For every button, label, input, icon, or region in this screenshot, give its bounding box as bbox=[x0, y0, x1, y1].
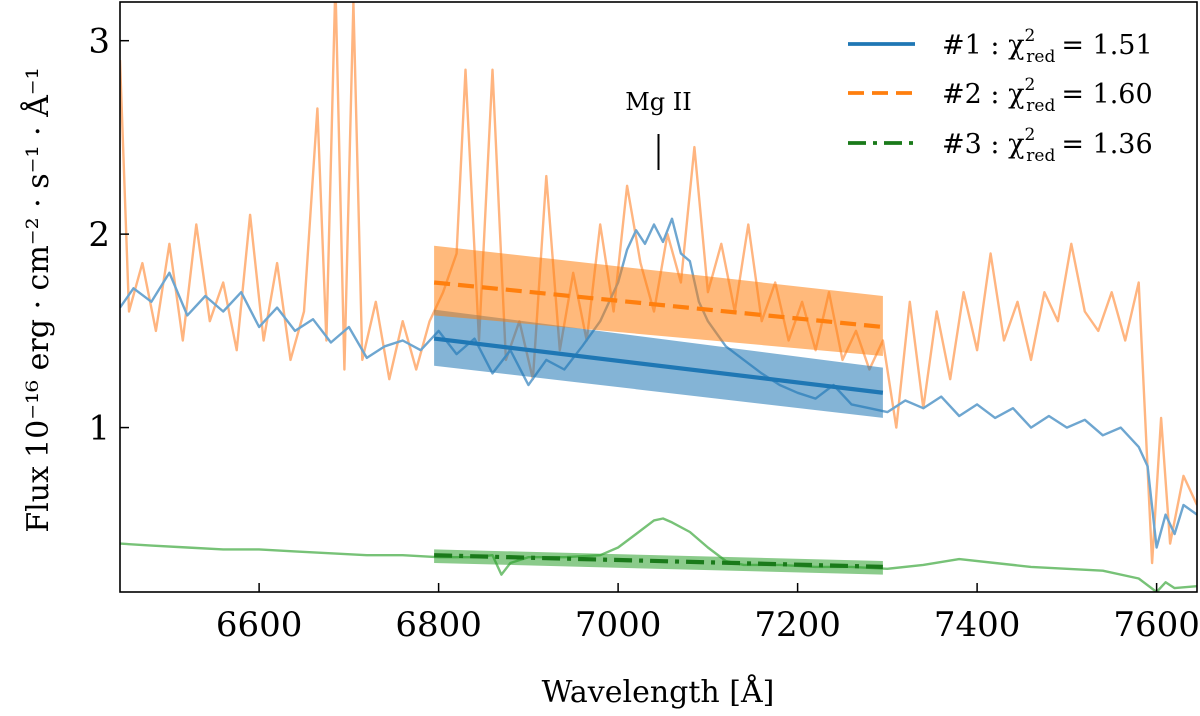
fit-line-3 bbox=[434, 553, 883, 569]
legend: #1 : χ2 red = 1.51 #2 : χ2 red = 1.60 #3 : χ2 r… bbox=[848, 26, 1153, 166]
bands-layer bbox=[434, 245, 883, 575]
y-axis-label-prefix: Flux bbox=[21, 466, 56, 533]
fits-layer bbox=[433, 280, 884, 569]
ticks-layer: 6600 6800 7000 7200 7400 7600 1 2 3 bbox=[88, 22, 1200, 645]
fit-line-1 bbox=[433, 336, 884, 395]
x-axis-label: Wavelength [Å] bbox=[542, 674, 775, 710]
legend-label-3: #3 : χ2 red = 1.36 bbox=[942, 125, 1153, 166]
x-tick-label: 7600 bbox=[1113, 605, 1200, 645]
y-tick-label: 2 bbox=[88, 215, 110, 255]
y-axis-label-units: 10⁻¹⁶ erg · cm⁻² · s⁻¹ · Å⁻¹ bbox=[20, 67, 56, 458]
x-tick-label: 7400 bbox=[934, 605, 1021, 645]
fit-line-2 bbox=[433, 280, 884, 330]
mg-ii-annotation-label: Mg II bbox=[625, 88, 692, 116]
x-tick-label: 7200 bbox=[754, 605, 841, 645]
blue-spectrum-line bbox=[120, 217, 1197, 549]
legend-label-2: #2 : χ2 red = 1.60 bbox=[942, 75, 1153, 116]
y-axis-label: Flux 10⁻¹⁶ erg · cm⁻² · s⁻¹ · Å⁻¹ bbox=[20, 67, 56, 532]
y-tick-label: 3 bbox=[88, 22, 110, 62]
legend-label-1: #1 : χ2 red = 1.51 bbox=[942, 26, 1153, 67]
annotation-layer: Mg II bbox=[625, 88, 692, 170]
fit-band-2 bbox=[434, 245, 883, 356]
x-tick-label: 6600 bbox=[216, 605, 303, 645]
x-tick-label: 7000 bbox=[575, 605, 662, 645]
y-tick-label: 1 bbox=[88, 409, 110, 449]
x-tick-label: 6800 bbox=[395, 605, 482, 645]
plot-frame bbox=[119, 1, 1198, 593]
green-spectrum-line bbox=[120, 517, 1197, 592]
